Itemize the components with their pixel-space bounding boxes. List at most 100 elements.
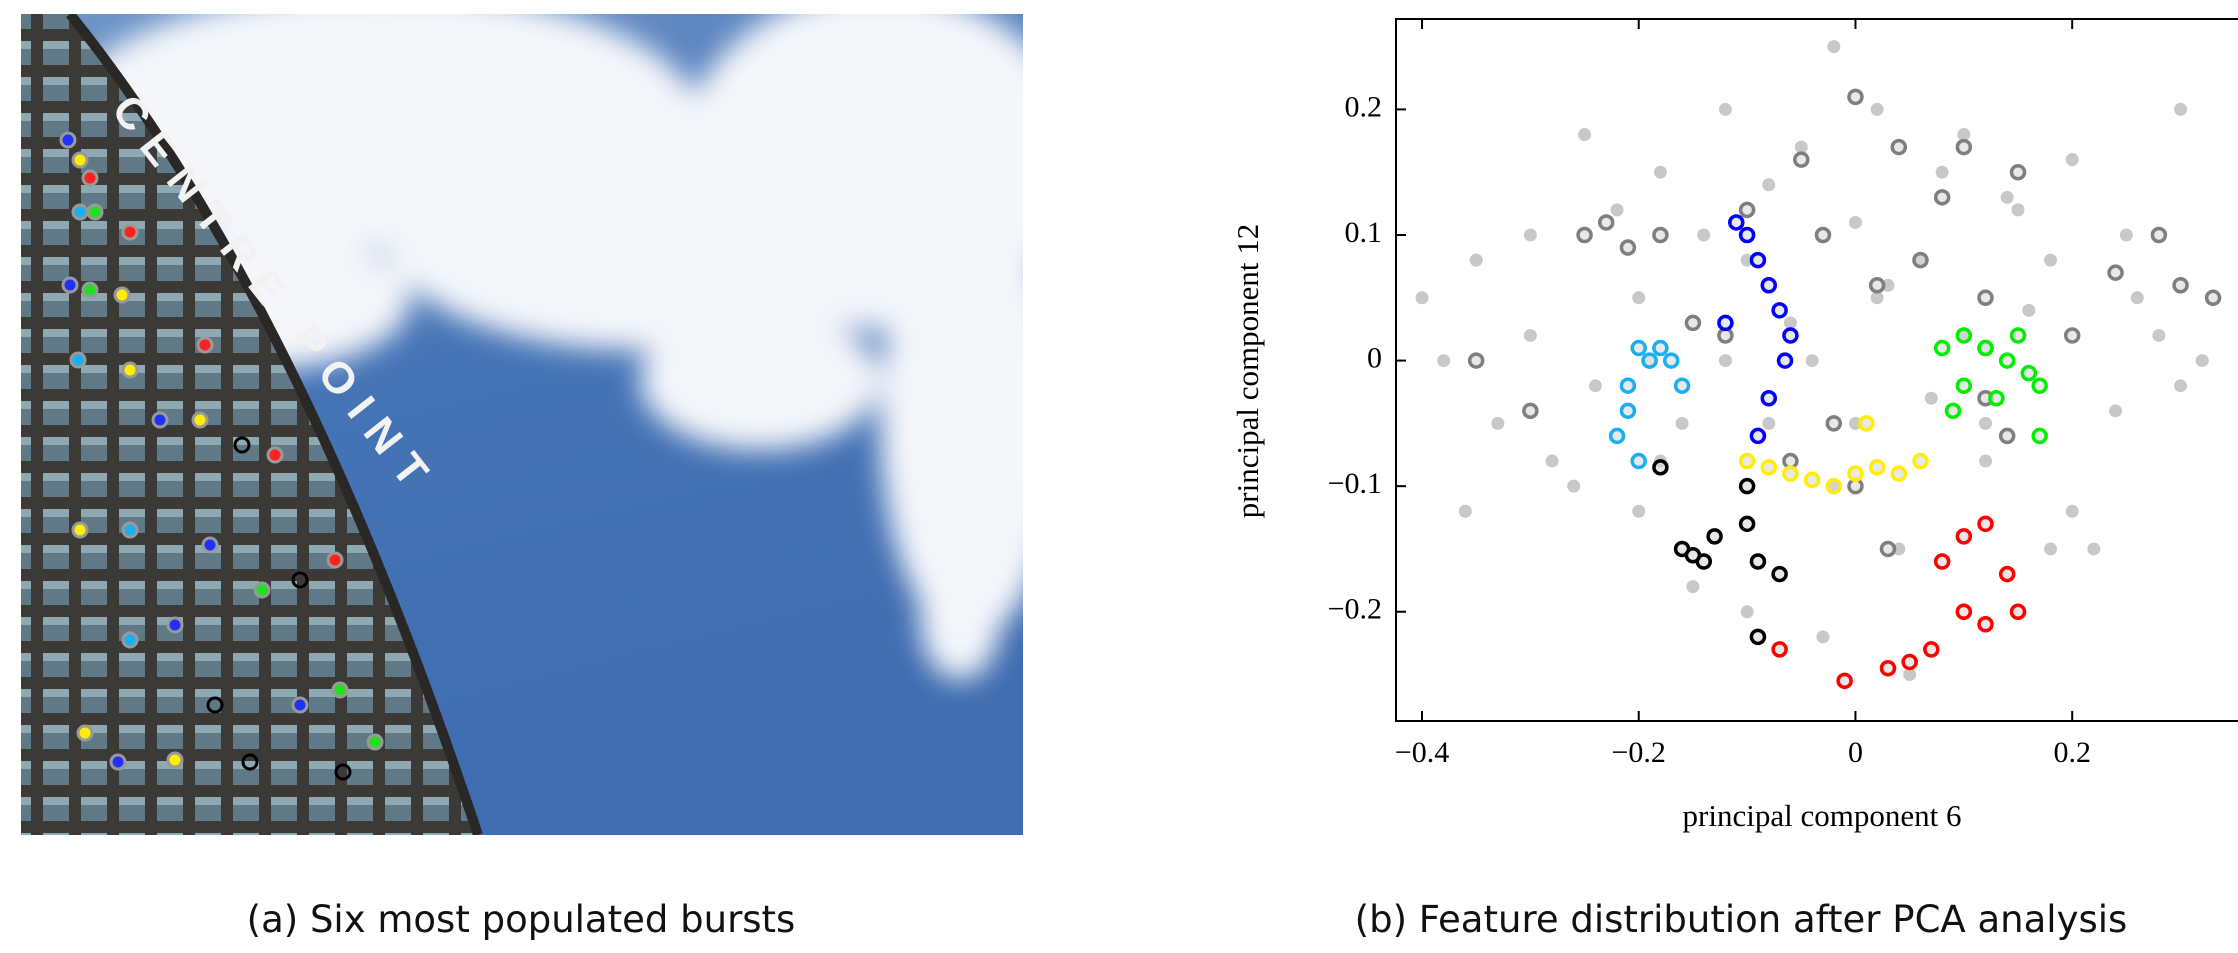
photo: CENTRE POINT	[21, 14, 1023, 835]
point	[1684, 314, 1702, 332]
point	[1979, 454, 1993, 468]
point	[1749, 427, 1767, 445]
point	[2130, 291, 2144, 305]
point	[1955, 528, 1973, 545]
point	[1522, 402, 1539, 420]
point	[1717, 314, 1734, 332]
point	[2044, 253, 2058, 267]
point	[1892, 542, 1906, 556]
point	[1523, 328, 1537, 342]
point	[1608, 427, 1626, 445]
point	[1738, 515, 1756, 533]
point	[1697, 228, 1711, 242]
point	[1630, 452, 1647, 470]
point	[2065, 504, 2079, 518]
point	[1998, 352, 2016, 369]
point	[1415, 291, 1429, 305]
building-edge	[66, 14, 483, 835]
point	[2172, 276, 2189, 294]
point	[1740, 253, 1754, 267]
burst-dots	[59, 131, 384, 781]
point	[1610, 203, 1624, 217]
point	[1738, 226, 1756, 244]
point	[1794, 140, 1808, 154]
point	[2119, 228, 2133, 242]
point	[1988, 390, 2005, 407]
point	[1467, 352, 1485, 369]
point	[1686, 580, 1700, 594]
point	[1458, 504, 1472, 518]
x-tick-label: −0.2	[1612, 736, 1666, 769]
point	[1632, 291, 1646, 305]
point	[1718, 354, 1732, 368]
point	[1977, 289, 1994, 307]
point	[2204, 289, 2222, 307]
point	[1652, 339, 1669, 357]
point	[1491, 416, 1505, 430]
x-tick-label: 0	[1848, 736, 1863, 769]
point	[1933, 553, 1951, 570]
point	[1957, 128, 1971, 142]
point	[1793, 151, 1810, 168]
series	[1933, 327, 2048, 445]
point	[2031, 427, 2048, 445]
point	[1576, 226, 1593, 244]
caption: (a) Six most populated bursts	[247, 898, 796, 941]
series	[1738, 415, 1929, 495]
point	[2109, 404, 2123, 418]
point	[1578, 128, 1592, 142]
point	[1912, 452, 1929, 470]
series	[1717, 214, 1799, 445]
point	[1848, 215, 1862, 229]
point	[2107, 264, 2124, 281]
point	[1588, 379, 1602, 393]
point	[1760, 390, 1778, 407]
point	[1652, 226, 1669, 244]
point	[1955, 603, 1973, 620]
point	[1955, 138, 1973, 156]
point	[1935, 165, 1949, 179]
point	[1597, 214, 1615, 231]
point	[1979, 416, 1993, 430]
point	[1782, 465, 1799, 482]
point	[1728, 214, 1745, 231]
point	[2174, 379, 2188, 393]
y-axis-label: principal component 12	[1230, 224, 1265, 518]
x-tick-label: 0.2	[2053, 736, 2091, 769]
series	[1608, 339, 1691, 470]
point	[1901, 653, 1918, 671]
y-tick-label: −0.1	[1328, 467, 1382, 500]
point	[1718, 102, 1732, 116]
point	[1858, 415, 1875, 432]
point	[1827, 40, 1841, 54]
y-tick-label: 0	[1367, 341, 1382, 374]
point	[1653, 165, 1667, 179]
point	[1977, 515, 1994, 533]
y-tick-label: −0.2	[1328, 593, 1382, 626]
y-tick-label: 0.1	[1345, 216, 1383, 249]
point	[1760, 459, 1778, 476]
series	[1652, 459, 1788, 646]
point	[2195, 354, 2209, 368]
series	[1415, 40, 2209, 682]
point	[1881, 278, 1895, 292]
point	[1825, 477, 1843, 495]
point	[1955, 377, 1973, 394]
point	[1567, 479, 1581, 493]
point	[1903, 668, 1917, 682]
point	[2152, 328, 2166, 342]
point	[1816, 630, 1830, 644]
point	[2000, 190, 2014, 204]
point	[1545, 454, 1559, 468]
point	[1933, 189, 1951, 206]
point	[1825, 415, 1843, 432]
building	[21, 14, 478, 835]
point	[1848, 416, 1862, 430]
point	[1749, 553, 1767, 570]
point	[1762, 178, 1776, 192]
point	[1890, 138, 1908, 156]
point	[1782, 327, 1799, 344]
point	[1847, 88, 1864, 106]
point	[1771, 641, 1788, 658]
point	[1977, 616, 1994, 633]
